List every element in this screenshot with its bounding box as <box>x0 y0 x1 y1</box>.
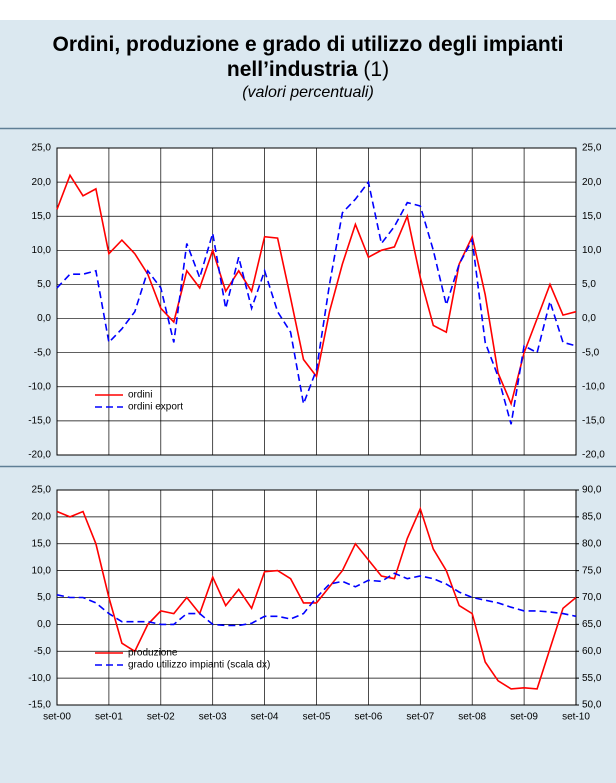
y-tick-label-right: 25,0 <box>582 143 602 154</box>
y-tick-label-right: -15,0 <box>582 416 605 427</box>
legend-label: produzione <box>128 648 178 659</box>
header: Ordini, produzione e grado di utilizzo d… <box>0 20 616 128</box>
y-tick-label: -5,0 <box>34 646 52 657</box>
x-tick-label: set-09 <box>510 712 538 723</box>
y2-tick-label: 50,0 <box>582 700 602 711</box>
y-tick-label: 5,0 <box>37 279 51 290</box>
y-tick-label-right: -10,0 <box>582 381 605 392</box>
y2-tick-label: 80,0 <box>582 538 602 549</box>
y-tick-label: 25,0 <box>32 143 52 154</box>
y2-tick-label: 65,0 <box>582 619 602 630</box>
series-line <box>56 572 577 627</box>
y-tick-label: -15,0 <box>28 416 51 427</box>
legend-label: ordini <box>128 390 152 401</box>
y2-tick-label: 70,0 <box>582 592 602 603</box>
y-tick-label: -20,0 <box>28 450 51 461</box>
y-tick-label: 0,0 <box>37 619 51 630</box>
y-tick-label: 20,0 <box>32 177 52 188</box>
subtitle: (valori percentuali) <box>242 84 374 101</box>
y-tick-label-right: 10,0 <box>582 245 602 256</box>
series-line <box>56 506 577 690</box>
legend-label: grado utilizzo impianti (scala dx) <box>128 660 270 671</box>
y-tick-label: 0,0 <box>37 313 51 324</box>
y-tick-label-right: 5,0 <box>582 279 596 290</box>
y-tick-label: -10,0 <box>28 381 51 392</box>
y-tick-label-right: 15,0 <box>582 211 602 222</box>
y-tick-label: 15,0 <box>32 211 52 222</box>
y2-tick-label: 75,0 <box>582 565 602 576</box>
y2-tick-label: 55,0 <box>582 673 602 684</box>
title: Ordini, produzione e grado di utilizzo d… <box>28 32 588 82</box>
x-tick-label: set-03 <box>199 712 227 723</box>
x-tick-label: set-05 <box>303 712 331 723</box>
y-tick-label: 25,0 <box>32 485 52 496</box>
y2-tick-label: 90,0 <box>582 485 602 496</box>
y-tick-label: 15,0 <box>32 538 52 549</box>
x-tick-label: set-04 <box>251 712 279 723</box>
x-tick-label: set-01 <box>95 712 123 723</box>
y-tick-label-right: 0,0 <box>582 313 596 324</box>
y-tick-label-right: -5,0 <box>582 347 600 358</box>
y-tick-label: -5,0 <box>34 347 52 358</box>
x-tick-label: set-02 <box>147 712 175 723</box>
y-tick-label-right: 20,0 <box>582 177 602 188</box>
x-tick-label: set-10 <box>562 712 590 723</box>
y-tick-label: -10,0 <box>28 673 51 684</box>
x-tick-label: set-00 <box>43 712 71 723</box>
y2-tick-label: 85,0 <box>582 512 602 523</box>
y-tick-label: 10,0 <box>32 565 52 576</box>
x-tick-label: set-08 <box>458 712 486 723</box>
legend-label: ordini export <box>128 402 183 413</box>
x-tick-label: set-07 <box>406 712 434 723</box>
y-tick-label: 5,0 <box>37 592 51 603</box>
y2-tick-label: 60,0 <box>582 646 602 657</box>
y-tick-label: -15,0 <box>28 700 51 711</box>
title-text: Ordini, produzione e grado di utilizzo d… <box>52 33 564 81</box>
y-tick-label: 10,0 <box>32 245 52 256</box>
series-line <box>56 180 577 425</box>
title-note: (1) <box>363 58 390 81</box>
x-tick-label: set-06 <box>355 712 383 723</box>
y-tick-label-right: -20,0 <box>582 450 605 461</box>
y-tick-label: 20,0 <box>32 512 52 523</box>
series-line <box>56 173 577 407</box>
